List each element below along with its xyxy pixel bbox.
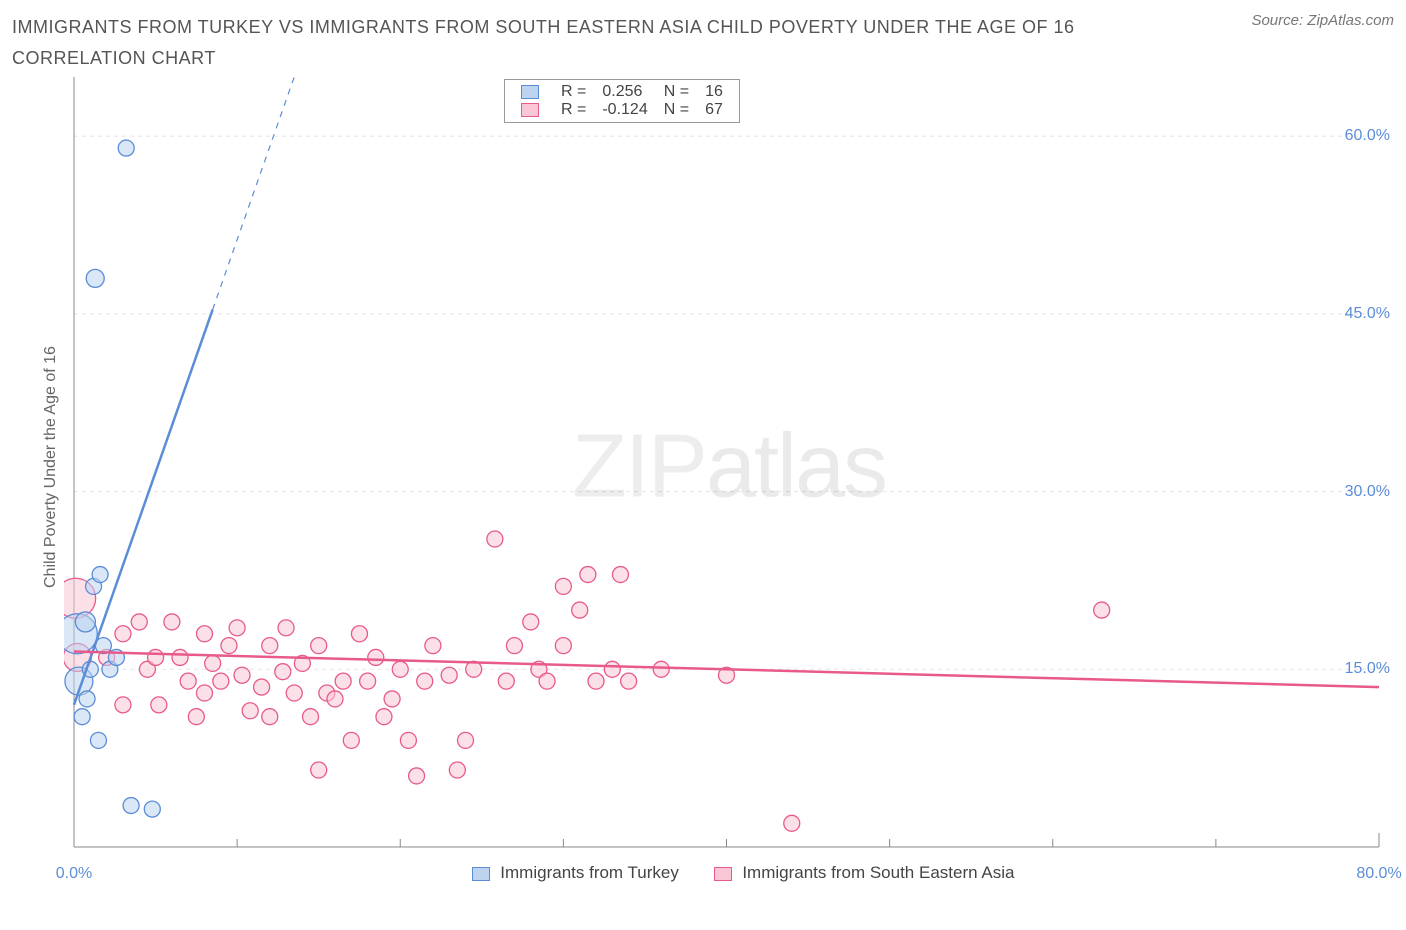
n-label: N = [656,83,697,101]
plot-area: R = 0.256 N = 16 R = -0.124 N = 67 ZIPat… [64,77,1394,857]
n-value-sea: 67 [697,101,731,119]
swatch-turkey-icon [472,867,490,881]
r-value-sea: -0.124 [594,101,655,119]
swatch-sea-icon [714,867,732,881]
y-tick-label: 30.0% [1345,483,1390,501]
r-label: R = [553,101,594,119]
n-value-turkey: 16 [697,83,731,101]
n-label: N = [656,101,697,119]
x-tick-label: 0.0% [56,865,92,883]
source-label: Source: ZipAtlas.com [1251,12,1394,29]
chart-container: Child Poverty Under the Age of 16 R = 0.… [38,77,1394,857]
correlation-legend: R = 0.256 N = 16 R = -0.124 N = 67 [504,79,740,123]
y-tick-label: 45.0% [1345,305,1390,323]
swatch-sea [521,103,539,117]
r-label: R = [553,83,594,101]
y-tick-label: 15.0% [1345,660,1390,678]
y-tick-label: 60.0% [1345,127,1390,145]
legend-row-turkey: R = 0.256 N = 16 [513,83,731,101]
series-legend: Immigrants from Turkey Immigrants from S… [62,863,1394,883]
legend-row-sea: R = -0.124 N = 67 [513,101,731,119]
series-label-turkey: Immigrants from Turkey [500,863,679,882]
chart-title: IMMIGRANTS FROM TURKEY VS IMMIGRANTS FRO… [12,12,1112,73]
r-value-turkey: 0.256 [594,83,655,101]
y-axis-label: Child Poverty Under the Age of 16 [38,77,64,857]
x-tick-label: 80.0% [1356,865,1401,883]
series-label-sea: Immigrants from South Eastern Asia [742,863,1014,882]
scatter-chart-svg [64,77,1394,857]
swatch-turkey [521,85,539,99]
